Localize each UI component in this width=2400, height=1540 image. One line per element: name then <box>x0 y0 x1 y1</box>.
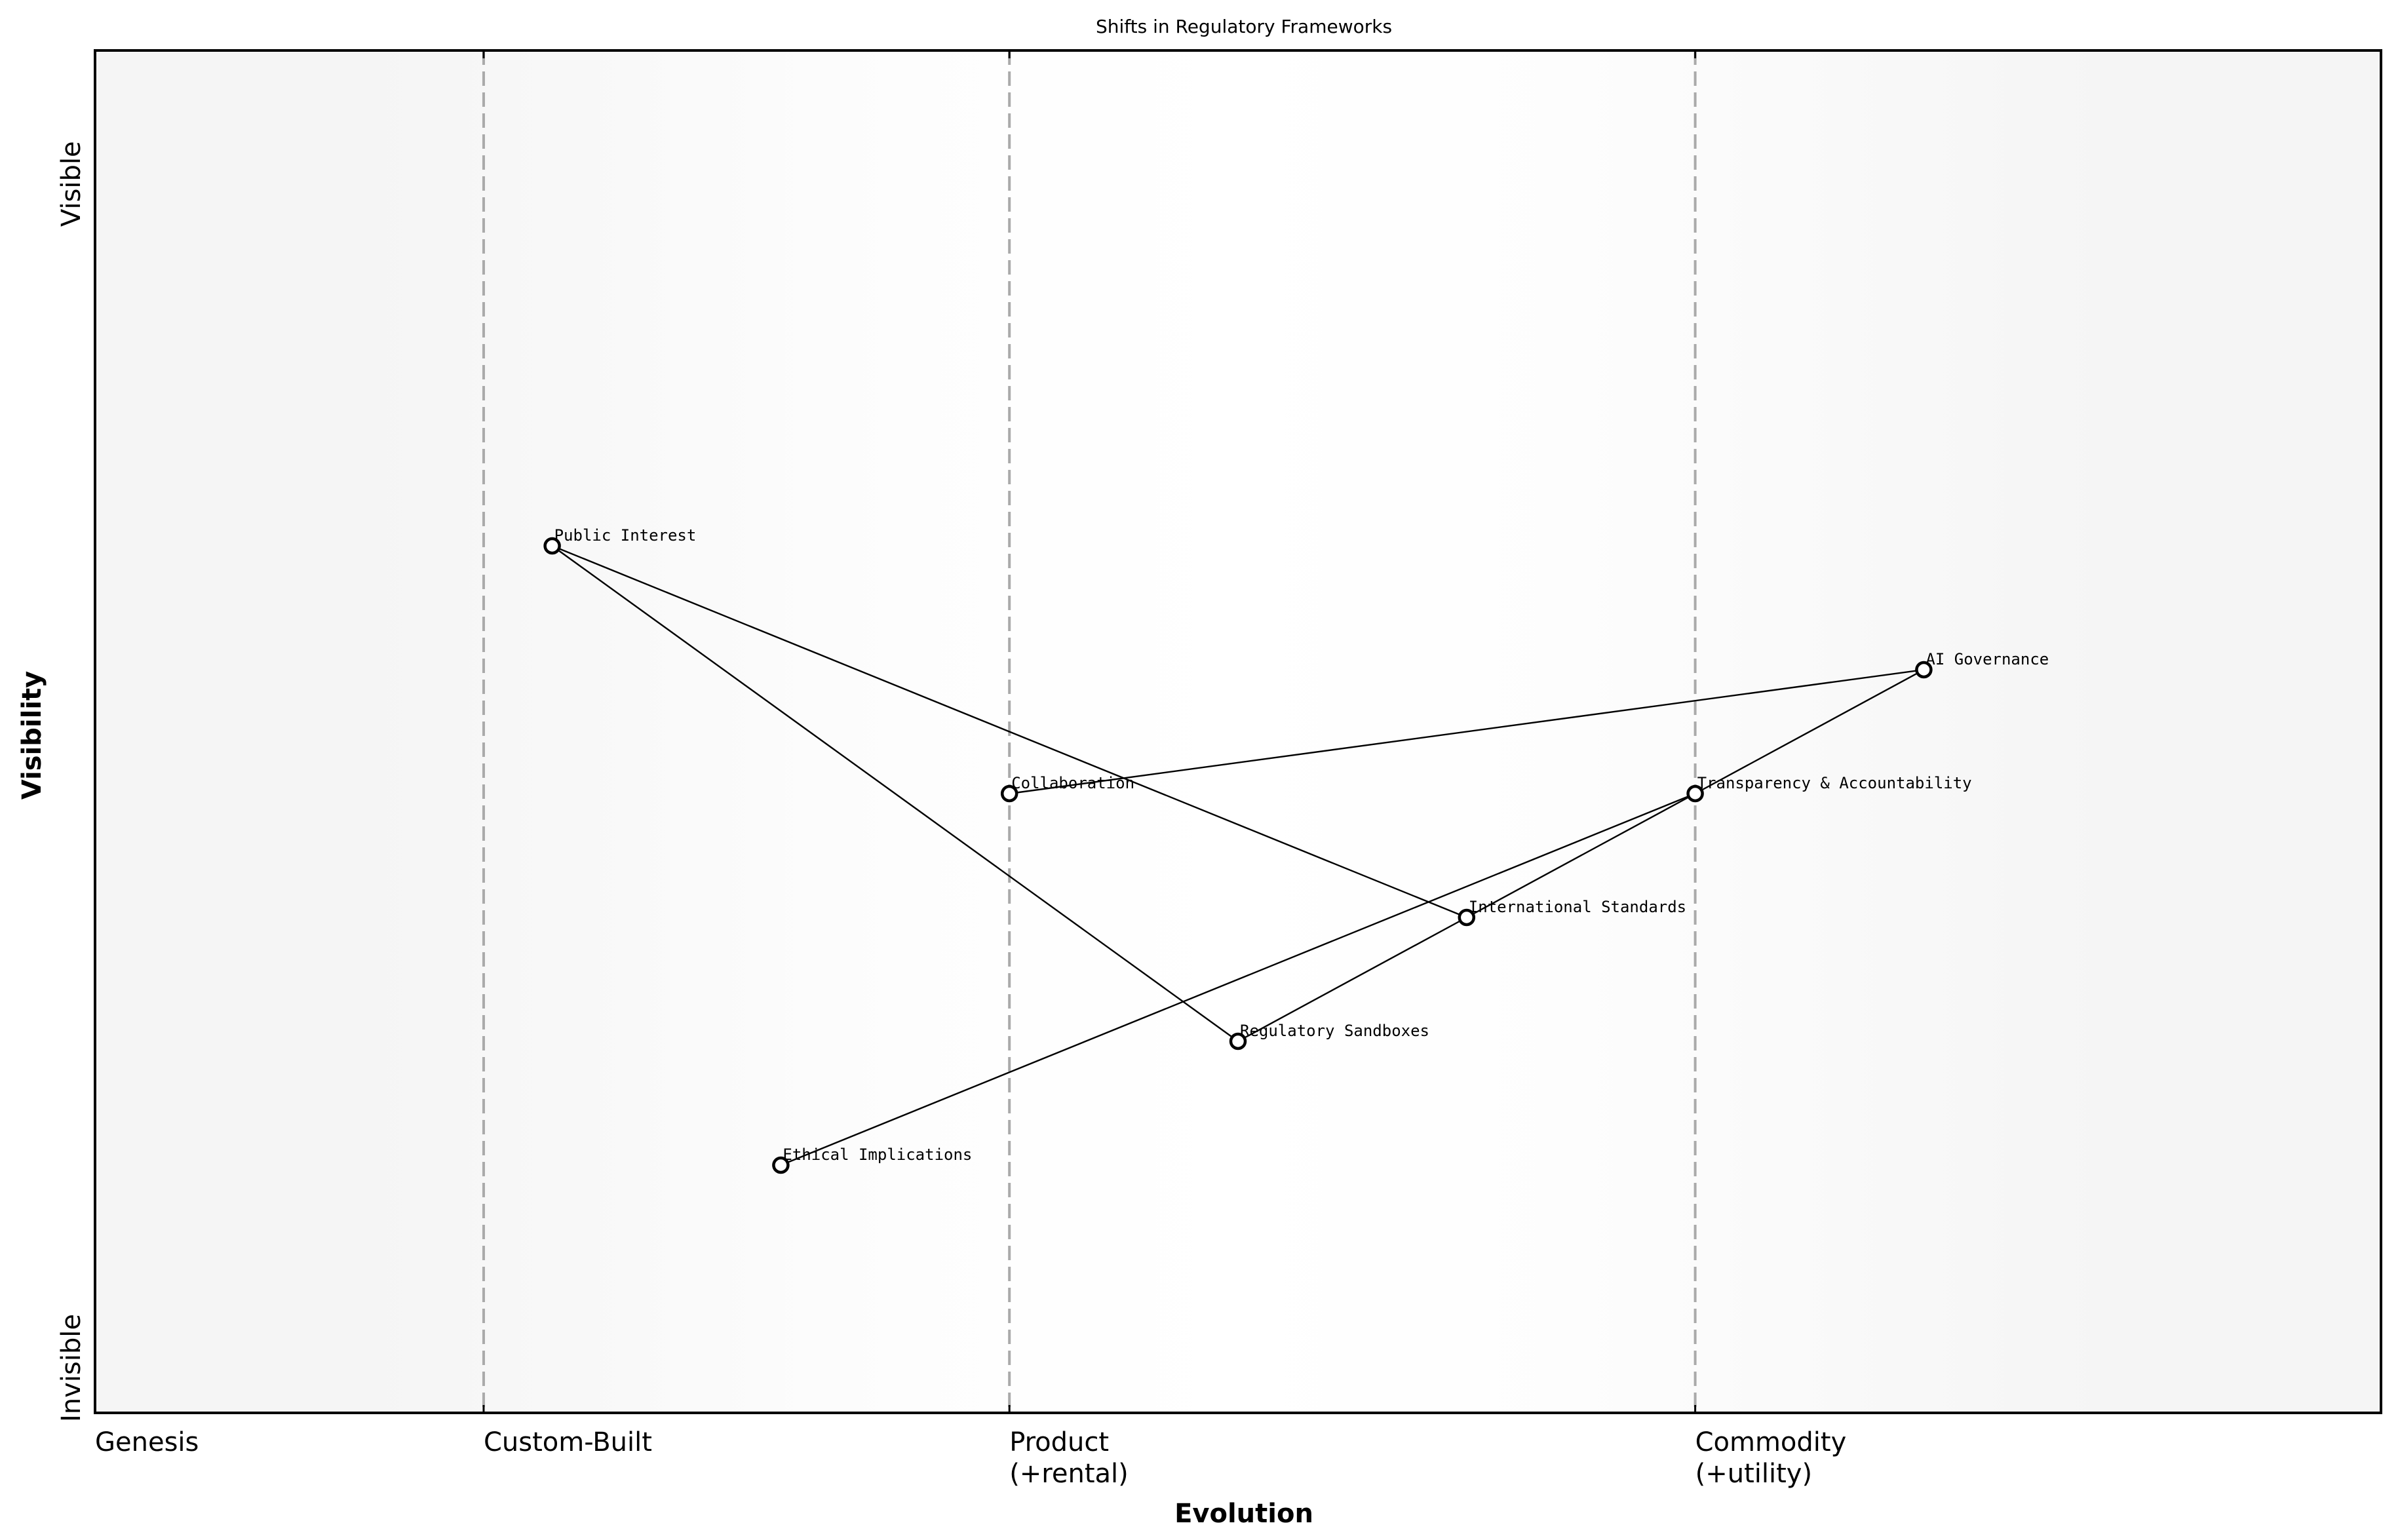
node-marker-icon[interactable] <box>543 537 561 555</box>
dependency-edge <box>1009 668 1924 795</box>
dependency-edge <box>552 545 1467 919</box>
y-axis-title: Visibility <box>17 671 47 799</box>
y-axis-label-invisible: Invisible <box>56 1314 87 1422</box>
node-marker-icon[interactable] <box>1458 908 1476 927</box>
dependency-edge <box>1466 792 1696 919</box>
x-stage-label: Product <box>1009 1427 1109 1457</box>
x-axis-stage-labels: Genesis Custom-Built Product(+rental) Commo… <box>95 50 1846 1489</box>
x-stage-label: Genesis <box>95 1427 199 1457</box>
dependency-edges <box>551 545 1924 1166</box>
x-axis-title: Evolution <box>1174 1499 1313 1529</box>
node-label: Transparency & Accountability <box>1697 774 1972 792</box>
chart-title: Shifts in Regulatory Frameworks <box>1096 16 1392 37</box>
node-label: Collaboration <box>1011 774 1134 792</box>
x-stage-sublabel: (+rental) <box>1009 1459 1129 1489</box>
x-stage-label: Custom-Built <box>484 1427 652 1457</box>
node-marker-icon[interactable] <box>1229 1032 1247 1050</box>
node-marker-icon[interactable] <box>1000 784 1018 803</box>
node-label: Ethical Implications <box>783 1145 972 1164</box>
dependency-edge <box>1237 916 1467 1043</box>
node-label: International Standards <box>1469 898 1686 916</box>
component-node-regulatory-sandboxes[interactable]: Regulatory Sandboxes <box>1229 1022 1429 1050</box>
x-stage-label: Commodity <box>1695 1427 1847 1457</box>
dependency-edge <box>1695 668 1924 795</box>
component-node-public-interest[interactable]: Public Interest <box>543 526 697 555</box>
node-label: AI Governance <box>1926 650 2049 668</box>
component-nodes: Public Interest AI Governance Collaboratio… <box>543 526 2049 1174</box>
component-node-transparency[interactable]: Transparency & Accountability <box>1686 774 1972 803</box>
plot-frame <box>94 49 2382 1414</box>
plot-background <box>95 50 2381 1413</box>
component-node-collaboration[interactable]: Collaboration <box>1000 774 1134 803</box>
y-axis-label-visible: Visible <box>56 141 87 227</box>
x-stage-sublabel: (+utility) <box>1695 1459 1812 1489</box>
component-node-ethical-implications[interactable]: Ethical Implications <box>772 1145 972 1174</box>
component-node-ai-governance[interactable]: AI Governance <box>1915 650 2049 679</box>
dependency-edge <box>780 792 1696 1166</box>
node-label: Public Interest <box>554 526 697 545</box>
node-marker-icon[interactable] <box>1686 784 1704 803</box>
node-marker-icon[interactable] <box>1915 661 1933 679</box>
node-marker-icon[interactable] <box>772 1156 790 1174</box>
component-node-international-standards[interactable]: International Standards <box>1458 898 1686 927</box>
dependency-edge <box>551 545 1239 1042</box>
node-label: Regulatory Sandboxes <box>1240 1022 1429 1040</box>
